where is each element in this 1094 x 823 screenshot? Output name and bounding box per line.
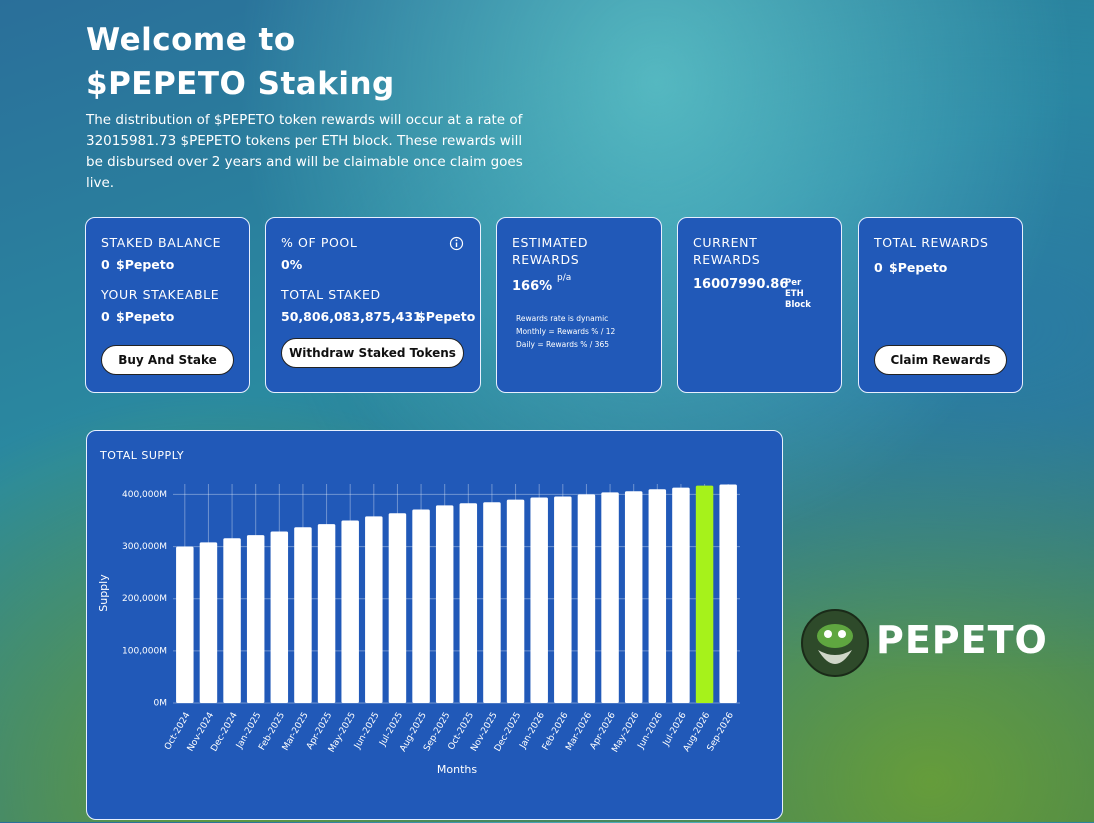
withdraw-button[interactable]: Withdraw Staked Tokens: [281, 338, 464, 368]
chart: TOTAL SUPPLY Supply Months 0M 100,000M 200…: [97, 449, 740, 776]
chart-panel: TOTAL SUPPLY Supply Months 0M 100,000M 200…: [86, 430, 783, 820]
claim-button[interactable]: Claim Rewards: [874, 345, 1007, 375]
bar: [459, 503, 478, 703]
card: TOTAL REWARDS 0 $Pepeto Claim Rewards: [858, 217, 1023, 393]
card-label: YOUR STAKEABLE: [101, 287, 220, 302]
bar: [223, 538, 241, 703]
bar: [577, 494, 596, 703]
x-axis-label: Months: [437, 763, 477, 776]
card-unit: p/a: [557, 273, 572, 283]
card-note: Monthly = Rewards % / 12: [516, 327, 616, 336]
chart-title: TOTAL SUPPLY: [99, 449, 184, 462]
bar: [672, 487, 690, 703]
bar: [506, 499, 525, 703]
bar: [341, 520, 359, 703]
description: The distribution of $PEPETO token reward…: [86, 112, 523, 191]
bar: [483, 502, 501, 703]
bar: [246, 535, 265, 703]
card-label: STAKED BALANCE: [101, 235, 222, 250]
card-unit: $Pepeto: [417, 309, 476, 324]
card-note: Daily = Rewards % / 365: [516, 340, 609, 349]
logo-avatar: [801, 609, 869, 677]
card-label: ESTIMATED REWARDS: [512, 235, 589, 267]
card-note: Rewards rate is dynamic: [516, 314, 609, 323]
bar: [435, 505, 454, 703]
card-value: 0: [874, 260, 883, 275]
bar: [294, 527, 312, 703]
brand-name: PEPETO: [876, 618, 1048, 662]
y-tick-label: 0M: [154, 699, 168, 709]
page-title: Welcome to $PEPETO Staking: [86, 22, 395, 102]
card-label: % OF POOL: [281, 235, 358, 250]
bar: [388, 513, 407, 703]
card-value: 0: [101, 309, 110, 324]
bar: [601, 492, 619, 703]
card-unit: $Pepeto: [116, 309, 175, 324]
card-label: TOTAL REWARDS: [874, 235, 989, 250]
y-tick-label: 300,000M: [122, 542, 167, 552]
bar: [624, 491, 643, 703]
y-tick-label: 200,000M: [122, 594, 167, 604]
card: STAKED BALANCE 0 $Pepeto YOUR STAKEABLE …: [85, 217, 250, 393]
card-value: 0%: [281, 257, 303, 272]
y-tick-label: 100,000M: [122, 646, 167, 656]
card-label: CURRENT REWARDS: [693, 235, 761, 267]
card-value: 166%: [512, 279, 553, 294]
bar: [554, 496, 572, 703]
y-axis-label: Supply: [97, 574, 110, 612]
bar: [270, 531, 289, 703]
card-label: TOTAL STAKED: [281, 287, 381, 302]
bar: [412, 509, 430, 703]
card-value: 16007990.86: [693, 277, 789, 292]
card-unit: Per ETH Block: [785, 278, 811, 310]
bar: [648, 489, 667, 703]
bar: [719, 484, 737, 703]
card: CURRENT REWARDS 16007990.86 Per ETH Bloc…: [677, 217, 842, 393]
card: % OF POOL 0% TOTAL STAKED 50,806,083,875…: [265, 217, 481, 393]
bar: [365, 516, 383, 703]
bar: [695, 485, 714, 703]
bar: [176, 546, 194, 703]
buy-button[interactable]: Buy And Stake: [101, 345, 234, 375]
bar: [199, 542, 218, 703]
card-unit: $Pepeto: [116, 257, 175, 272]
bar: [530, 497, 548, 703]
card-value: 50,806,083,875,431: [281, 309, 422, 324]
card: ESTIMATED REWARDS 166% p/a Rewards rate …: [496, 217, 662, 393]
card-unit: $Pepeto: [889, 260, 948, 275]
info-icon[interactable]: [449, 236, 464, 251]
card-value: 0: [101, 257, 110, 272]
bar: [317, 524, 336, 703]
y-tick-label: 400,000M: [122, 490, 167, 500]
